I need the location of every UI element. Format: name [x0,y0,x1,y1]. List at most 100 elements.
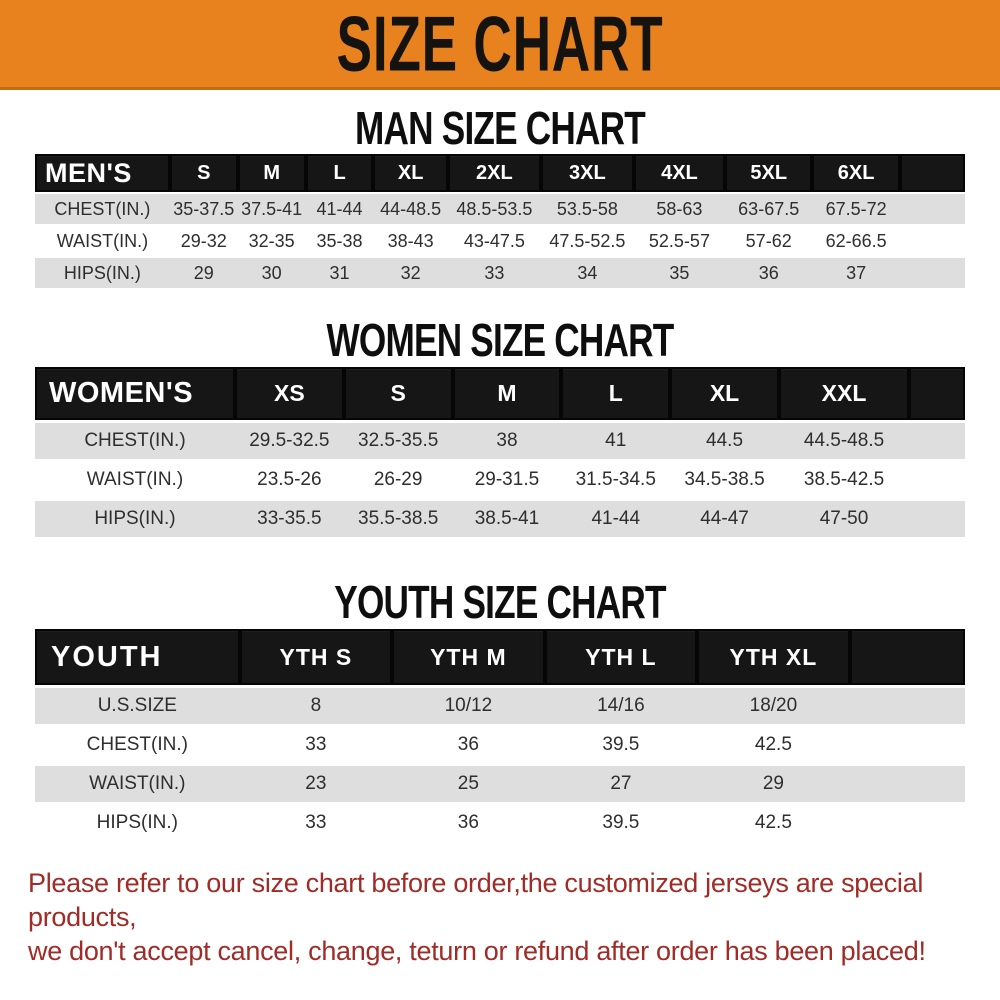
banner-title: SIZE CHART [336,0,664,87]
size-value: 39.5 [544,805,698,841]
notice-line-1: Please refer to our size chart before or… [28,868,924,932]
size-value: 29 [169,258,238,288]
size-column-header: YTH L [544,629,698,685]
size-column-header: S [343,367,453,420]
size-column-header: 6XL [812,154,900,192]
size-value: 52.5-57 [633,226,725,256]
banner: SIZE CHART [0,0,1000,90]
size-value: 34.5-38.5 [670,462,779,498]
size-value: 47-50 [778,501,910,537]
size-value: 67.5-72 [812,194,900,224]
size-column-header: XL [373,154,448,192]
size-value: 35 [633,258,725,288]
measurement-row: HIPS(IN.) 33 36 39.5 42.5 [35,805,965,841]
size-value: 36 [725,258,813,288]
size-value: 18/20 [697,688,850,724]
size-value: 36 [392,805,545,841]
size-table-header-row: MEN'S S M L XL 2XL 3XL 4XL 5XL 6XL [35,154,965,192]
size-column-header: XS [234,367,344,420]
measurement-row: CHEST(IN.) 35-37.5 37.5-41 41-44 44-48.5 48.5… [35,194,965,224]
row-filler [849,766,965,802]
size-value: 29-32 [169,226,238,256]
size-value: 62-66.5 [812,226,900,256]
size-value: 37 [812,258,900,288]
size-value: 29-31.5 [452,462,562,498]
row-filler [909,423,965,459]
row-filler [849,805,965,841]
size-value: 35.5-38.5 [343,501,453,537]
size-value: 8 [239,688,393,724]
size-value: 26-29 [343,462,453,498]
row-filler [909,462,965,498]
row-filler [849,727,965,763]
size-value: 37.5-41 [237,194,306,224]
size-value: 44-47 [670,501,779,537]
size-value: 34 [540,258,634,288]
men-size-chart-section: MAN SIZE CHART MEN'S S M L XL 2XL 3XL 4XL 5XL 6XL… [0,104,1000,290]
row-label: HIPS(IN.) [35,258,170,288]
size-value: 23 [239,766,393,802]
header-filler [909,367,965,420]
row-label: HIPS(IN.) [35,501,235,537]
size-value: 35-37.5 [169,194,238,224]
size-value: 48.5-53.5 [447,194,541,224]
size-value: 44.5 [670,423,779,459]
size-value: 32.5-35.5 [343,423,453,459]
table-group-label: YOUTH [35,629,240,685]
row-label: WAIST(IN.) [35,766,240,802]
youth-size-table: YOUTH YTH S YTH M YTH L YTH XL U.S.SIZE 8 10/12… [35,626,965,844]
size-column-header: M [452,367,562,420]
size-value: 41 [561,423,671,459]
size-value: 23.5-26 [234,462,344,498]
row-filler [909,501,965,537]
size-value: 57-62 [725,226,813,256]
measurement-row: WAIST(IN.) 29-32 32-35 35-38 38-43 43-47.5 47.… [35,226,965,256]
youth-section-title: YOUTH SIZE CHART [334,576,666,629]
size-value: 27 [544,766,698,802]
size-column-header: YTH M [392,629,545,685]
size-value: 32-35 [237,226,306,256]
youth-size-chart-section: YOUTH SIZE CHART YOUTH YTH S YTH M YTH L YTH… [0,576,1000,844]
women-size-chart-section: WOMEN SIZE CHART WOMEN'S XS S M L XL XXL CHEST(… [0,316,1000,540]
measurement-row: HIPS(IN.) 29 30 31 32 33 34 35 36 37 [35,258,965,288]
size-table-header-row: WOMEN'S XS S M L XL XXL [35,367,965,420]
footer-notice: Please refer to our size chart before or… [0,866,1000,968]
size-value: 25 [392,766,545,802]
size-value: 44.5-48.5 [778,423,910,459]
row-filler [899,194,965,224]
size-value: 43-47.5 [447,226,541,256]
header-filler [849,629,965,685]
size-value: 44-48.5 [373,194,448,224]
size-column-header: L [561,367,671,420]
size-value: 31 [305,258,374,288]
measurement-row: CHEST(IN.) 33 36 39.5 42.5 [35,727,965,763]
size-value: 53.5-58 [540,194,634,224]
table-group-label: WOMEN'S [35,367,235,420]
size-value: 36 [392,727,545,763]
size-value: 14/16 [544,688,698,724]
size-table-header-row: YOUTH YTH S YTH M YTH L YTH XL [35,629,965,685]
size-value: 38-43 [373,226,448,256]
size-value: 63-67.5 [725,194,813,224]
row-label: WAIST(IN.) [35,462,235,498]
measurement-row: U.S.SIZE 8 10/12 14/16 18/20 [35,688,965,724]
row-filler [849,688,965,724]
size-value: 38.5-42.5 [778,462,910,498]
row-label: CHEST(IN.) [35,194,170,224]
row-label: U.S.SIZE [35,688,240,724]
row-filler [899,226,965,256]
size-column-header: YTH XL [697,629,850,685]
women-size-table: WOMEN'S XS S M L XL XXL CHEST(IN.) 29.5-32.5 32.5… [35,364,965,540]
row-filler [899,258,965,288]
size-column-header: 5XL [725,154,813,192]
size-column-header: S [169,154,238,192]
size-value: 30 [237,258,306,288]
measurement-row: CHEST(IN.) 29.5-32.5 32.5-35.5 38 41 44.5 44.5… [35,423,965,459]
row-label: HIPS(IN.) [35,805,240,841]
header-filler [899,154,965,192]
size-value: 29.5-32.5 [234,423,344,459]
row-label: WAIST(IN.) [35,226,170,256]
size-value: 35-38 [305,226,374,256]
size-value: 33 [239,805,393,841]
size-value: 33-35.5 [234,501,344,537]
